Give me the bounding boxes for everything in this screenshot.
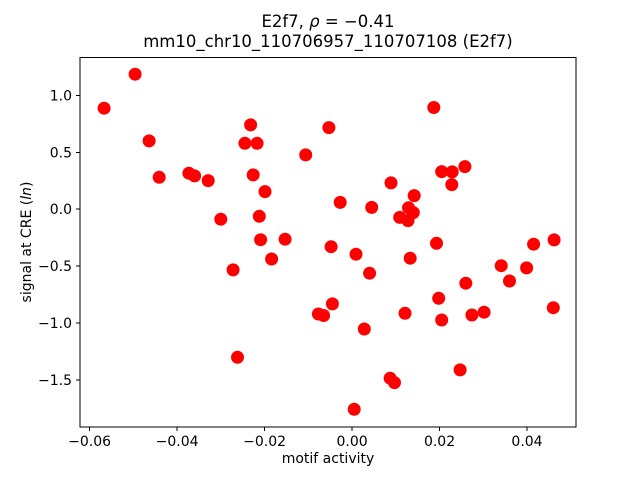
y-axis-label-suffix: ) [19,181,35,188]
data-point [347,402,361,416]
data-point [427,101,441,114]
data-point [128,67,142,81]
x-tick-label: 0.02 [424,434,455,450]
data-point [231,350,244,364]
title-gene-label: E2f7, [261,12,310,31]
data-point [250,136,264,150]
data-point [317,309,331,322]
data-point [465,308,479,322]
data-point [445,178,459,192]
data-point [365,200,379,214]
x-tick-label: 0.00 [336,434,367,450]
chart-title-line1: E2f7, ρ = −0.41 [80,12,576,32]
data-point [325,297,339,311]
y-axis-label-italic: ln [19,187,35,200]
data-point [246,168,260,182]
data-point [494,259,508,273]
data-point [388,376,401,390]
data-point [188,169,202,183]
data-point [299,148,313,162]
y-axis-label: signal at CRE (ln) [19,182,35,303]
data-point [238,136,252,150]
data-point [152,170,166,184]
y-tick-label: 0.5 [50,145,72,161]
data-point [384,176,398,190]
data-point [458,160,472,174]
title-rho-symbol: ρ [309,12,320,31]
x-axis-label: motif activity [281,451,375,467]
axes-frame [79,57,577,428]
data-point [258,185,272,199]
data-point [244,118,258,132]
data-point [265,252,279,266]
data-point [403,251,417,265]
y-axis-label-text: signal at CRE ( [19,199,35,303]
chart-subtitle: mm10_chr10_110706957_110707108 (E2f7) [143,32,513,51]
data-point [142,134,156,148]
data-point [252,209,266,223]
y-tick-label: −0.5 [38,259,72,275]
data-point [201,174,215,188]
data-point [435,165,449,179]
data-point [547,233,561,247]
data-point [278,232,292,246]
y-tick-label: −1.5 [38,373,72,389]
data-point [477,305,491,319]
data-point [527,237,541,251]
x-tick-label: 0.04 [511,434,542,450]
data-point [407,189,421,203]
data-point [333,195,347,209]
data-point [97,101,111,115]
title-rho-value: = −0.41 [319,12,395,31]
chart-title: E2f7, ρ = −0.41 mm10_chr10_110706957_110… [80,12,576,52]
x-tick-label: −0.02 [243,434,286,450]
data-point [398,306,412,320]
data-point [226,263,240,277]
data-point [453,363,467,377]
data-point [503,274,516,288]
data-point [520,261,534,275]
data-point [349,247,363,261]
x-tick-label: −0.06 [68,434,111,450]
y-tick-label: 1.0 [50,88,72,104]
data-point [546,301,560,315]
data-point [357,322,371,336]
data-point [324,240,338,254]
data-point [430,236,443,250]
data-point [459,276,473,290]
x-tick-label: −0.04 [156,434,199,450]
data-point [363,266,377,280]
data-point [401,214,415,228]
data-point [445,165,459,179]
data-point [322,121,336,135]
data-point [214,212,228,226]
data-point [432,291,446,305]
y-tick-label: −1.0 [38,316,72,332]
y-tick-label: 0.0 [50,202,72,218]
data-point [254,233,268,247]
data-point [435,313,449,327]
